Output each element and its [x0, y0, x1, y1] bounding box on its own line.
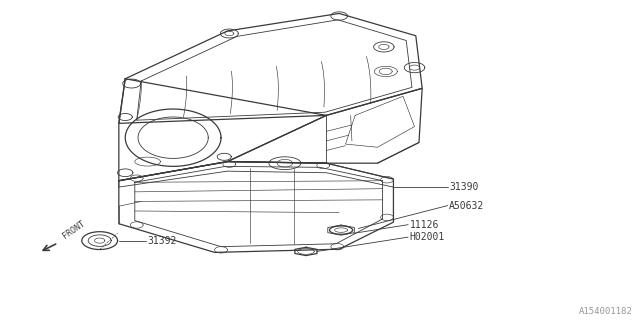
Text: 31392: 31392: [148, 236, 177, 246]
Text: A50632: A50632: [449, 201, 484, 211]
Text: H02001: H02001: [410, 232, 445, 242]
Text: FRONT: FRONT: [61, 219, 87, 240]
Text: A154001182: A154001182: [579, 307, 633, 316]
Text: 31390: 31390: [449, 182, 478, 192]
Text: 11126: 11126: [410, 220, 439, 230]
